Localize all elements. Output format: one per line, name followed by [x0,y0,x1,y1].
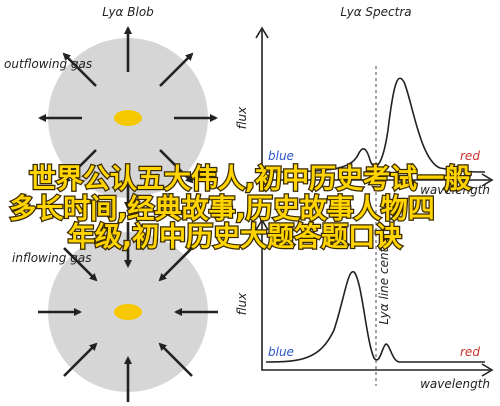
overlay-line: 年级,初中历史大题答题口诀 [68,221,402,253]
x-label-top: wavelength [420,183,490,197]
galaxy-bottom [114,304,142,320]
y-label-bottom: flux [235,292,249,315]
inflow-arrows [38,222,218,402]
overlay-line: 多长时间,经典故事,历史故事人物四 [9,193,435,225]
blue-label-bottom: blue [268,345,294,359]
spectra-title: Lyα Spectra [340,5,411,19]
inflow-label: inflowing gas [12,251,91,265]
y-label-top: flux [235,106,249,129]
spectrum-top [265,77,486,173]
line-center-label: Lyα line center [377,234,391,324]
axis-heads-bottom [255,218,494,377]
overlay-line: 世界公认五大伟人,初中历史考试一般 [29,163,471,195]
red-label-bottom: red [460,345,480,359]
outflow-label: outflowing gas [4,57,92,71]
outflow-arrows [38,26,218,210]
red-label-top: red [460,149,480,163]
spectrum-bottom [265,271,485,363]
axis-heads-top [255,26,494,187]
axes-top [261,30,490,181]
blue-label-top: blue [268,149,294,163]
blob-title: Lyα Blob [102,5,154,19]
x-label-bottom: wavelength [420,377,490,391]
axes-bottom [261,222,490,371]
galaxy-top [114,110,142,126]
